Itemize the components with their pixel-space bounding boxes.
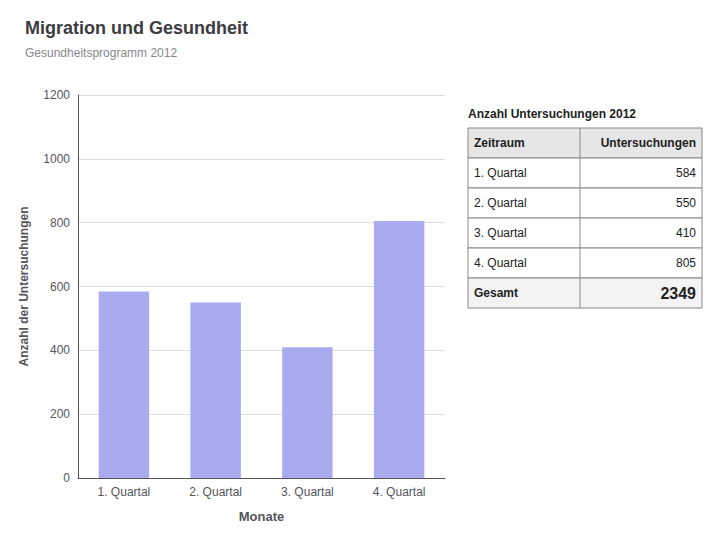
svg-text:0: 0 [63,471,70,485]
svg-text:2349: 2349 [660,285,696,302]
svg-text:Gesundheitsprogramm 2012: Gesundheitsprogramm 2012 [25,46,177,60]
svg-text:200: 200 [50,407,70,421]
svg-text:Anzahl Untersuchungen 2012: Anzahl Untersuchungen 2012 [468,107,636,121]
svg-text:800: 800 [50,216,70,230]
svg-text:Migration und Gesundheit: Migration und Gesundheit [25,18,248,38]
svg-text:Anzahl der Untersuchungen: Anzahl der Untersuchungen [17,206,31,366]
svg-text:410: 410 [676,226,696,240]
svg-text:1. Quartal: 1. Quartal [98,485,151,499]
svg-text:4. Quartal: 4. Quartal [373,485,426,499]
svg-text:805: 805 [676,256,696,270]
svg-text:550: 550 [676,196,696,210]
svg-text:4. Quartal: 4. Quartal [474,256,527,270]
svg-text:3. Quartal: 3. Quartal [281,485,334,499]
svg-text:Monate: Monate [239,509,285,524]
svg-text:584: 584 [676,166,696,180]
svg-text:2. Quartal: 2. Quartal [189,485,242,499]
svg-text:400: 400 [50,343,70,357]
svg-text:3. Quartal: 3. Quartal [474,226,527,240]
svg-text:1200: 1200 [43,88,70,102]
svg-text:2. Quartal: 2. Quartal [474,196,527,210]
svg-text:Gesamt: Gesamt [474,286,518,300]
svg-text:Untersuchungen: Untersuchungen [601,136,696,150]
svg-text:1. Quartal: 1. Quartal [474,166,527,180]
svg-text:1000: 1000 [43,152,70,166]
svg-text:Zeitraum: Zeitraum [474,136,525,150]
svg-text:600: 600 [50,280,70,294]
